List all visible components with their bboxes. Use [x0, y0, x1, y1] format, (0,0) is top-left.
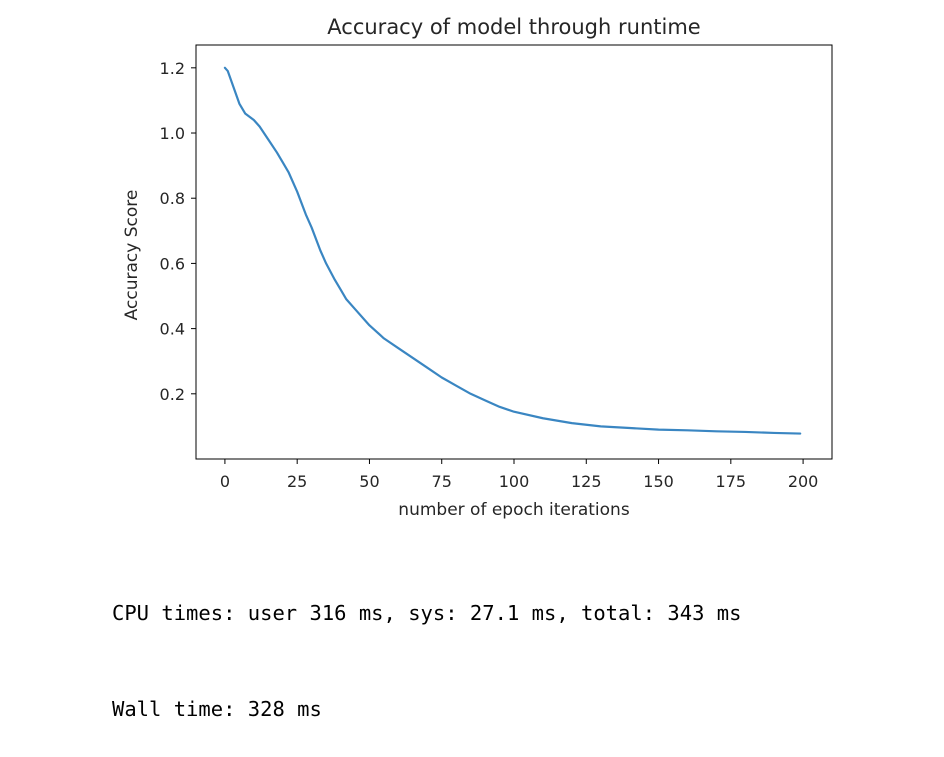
chart: Accuracy of model through runtime 0 25 50 7… [122, 15, 833, 520]
y-tick-label: 1.0 [160, 124, 185, 143]
wall-time-text: Wall time: 328 ms [112, 697, 322, 721]
x-tick-label: 100 [499, 472, 530, 491]
x-tick-label: 0 [220, 472, 230, 491]
y-tick-label: 1.2 [160, 59, 185, 78]
y-tick-label: 0.8 [160, 189, 185, 208]
y-tick-label: 0.6 [160, 254, 185, 273]
x-tick-label: 50 [359, 472, 379, 491]
x-axis-label: number of epoch iterations [398, 500, 630, 520]
y-axis-label: Accuracy Score [122, 190, 142, 321]
cpu-times-text: CPU times: user 316 ms, sys: 27.1 ms, to… [112, 601, 742, 625]
x-tick-label: 75 [432, 472, 452, 491]
chart-title: Accuracy of model through runtime [327, 15, 700, 39]
cell-output: CPU times: user 316 ms, sys: 27.1 ms, to… [112, 533, 741, 757]
x-tick-label: 200 [788, 472, 819, 491]
axes-frame [195, 44, 833, 460]
x-tick-label: 175 [716, 472, 747, 491]
plot-area [223, 66, 802, 435]
x-tick-label: 25 [287, 472, 307, 491]
x-tick-label: 150 [643, 472, 674, 491]
x-tick-label: 125 [571, 472, 602, 491]
y-tick-label: 0.4 [160, 320, 185, 339]
x-axis: 0 25 50 75 100 125 150 175 200 [220, 459, 819, 491]
y-axis: 0.2 0.4 0.6 0.8 1.0 1.2 [160, 59, 196, 404]
y-tick-label: 0.2 [160, 385, 185, 404]
series-line-0 [223, 66, 802, 435]
